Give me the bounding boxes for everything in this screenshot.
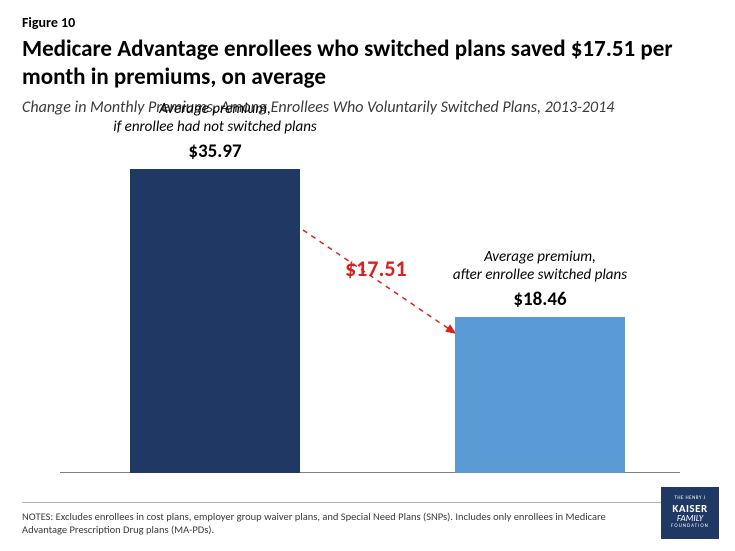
logo-line3: FOUNDATION [671, 524, 709, 530]
bar-value-0: $35.97 [130, 140, 300, 163]
logo-top: THE HENRY J [674, 496, 705, 502]
bar-value-1: $18.46 [455, 288, 625, 311]
bar-1 [455, 317, 625, 473]
chart-area: $17.51 $35.97Average premium,if enrollee… [60, 135, 680, 485]
notes-divider [22, 502, 712, 503]
difference-value: $17.51 [345, 255, 407, 282]
figure-label: Figure 10 [22, 14, 75, 31]
chart-title: Medicare Advantage enrollees who switche… [22, 36, 713, 91]
logo-line2: FAMILY [677, 514, 703, 524]
kff-logo: THE HENRY J KAISER FAMILY FOUNDATION [661, 487, 719, 539]
bar-0 [130, 169, 300, 473]
bar-label-1: Average premium,after enrollee switched … [415, 248, 665, 286]
notes-text: NOTES: Excludes enrollees in cost plans,… [22, 510, 612, 537]
bar-label-0: Average premium,if enrollee had not swit… [90, 100, 340, 138]
